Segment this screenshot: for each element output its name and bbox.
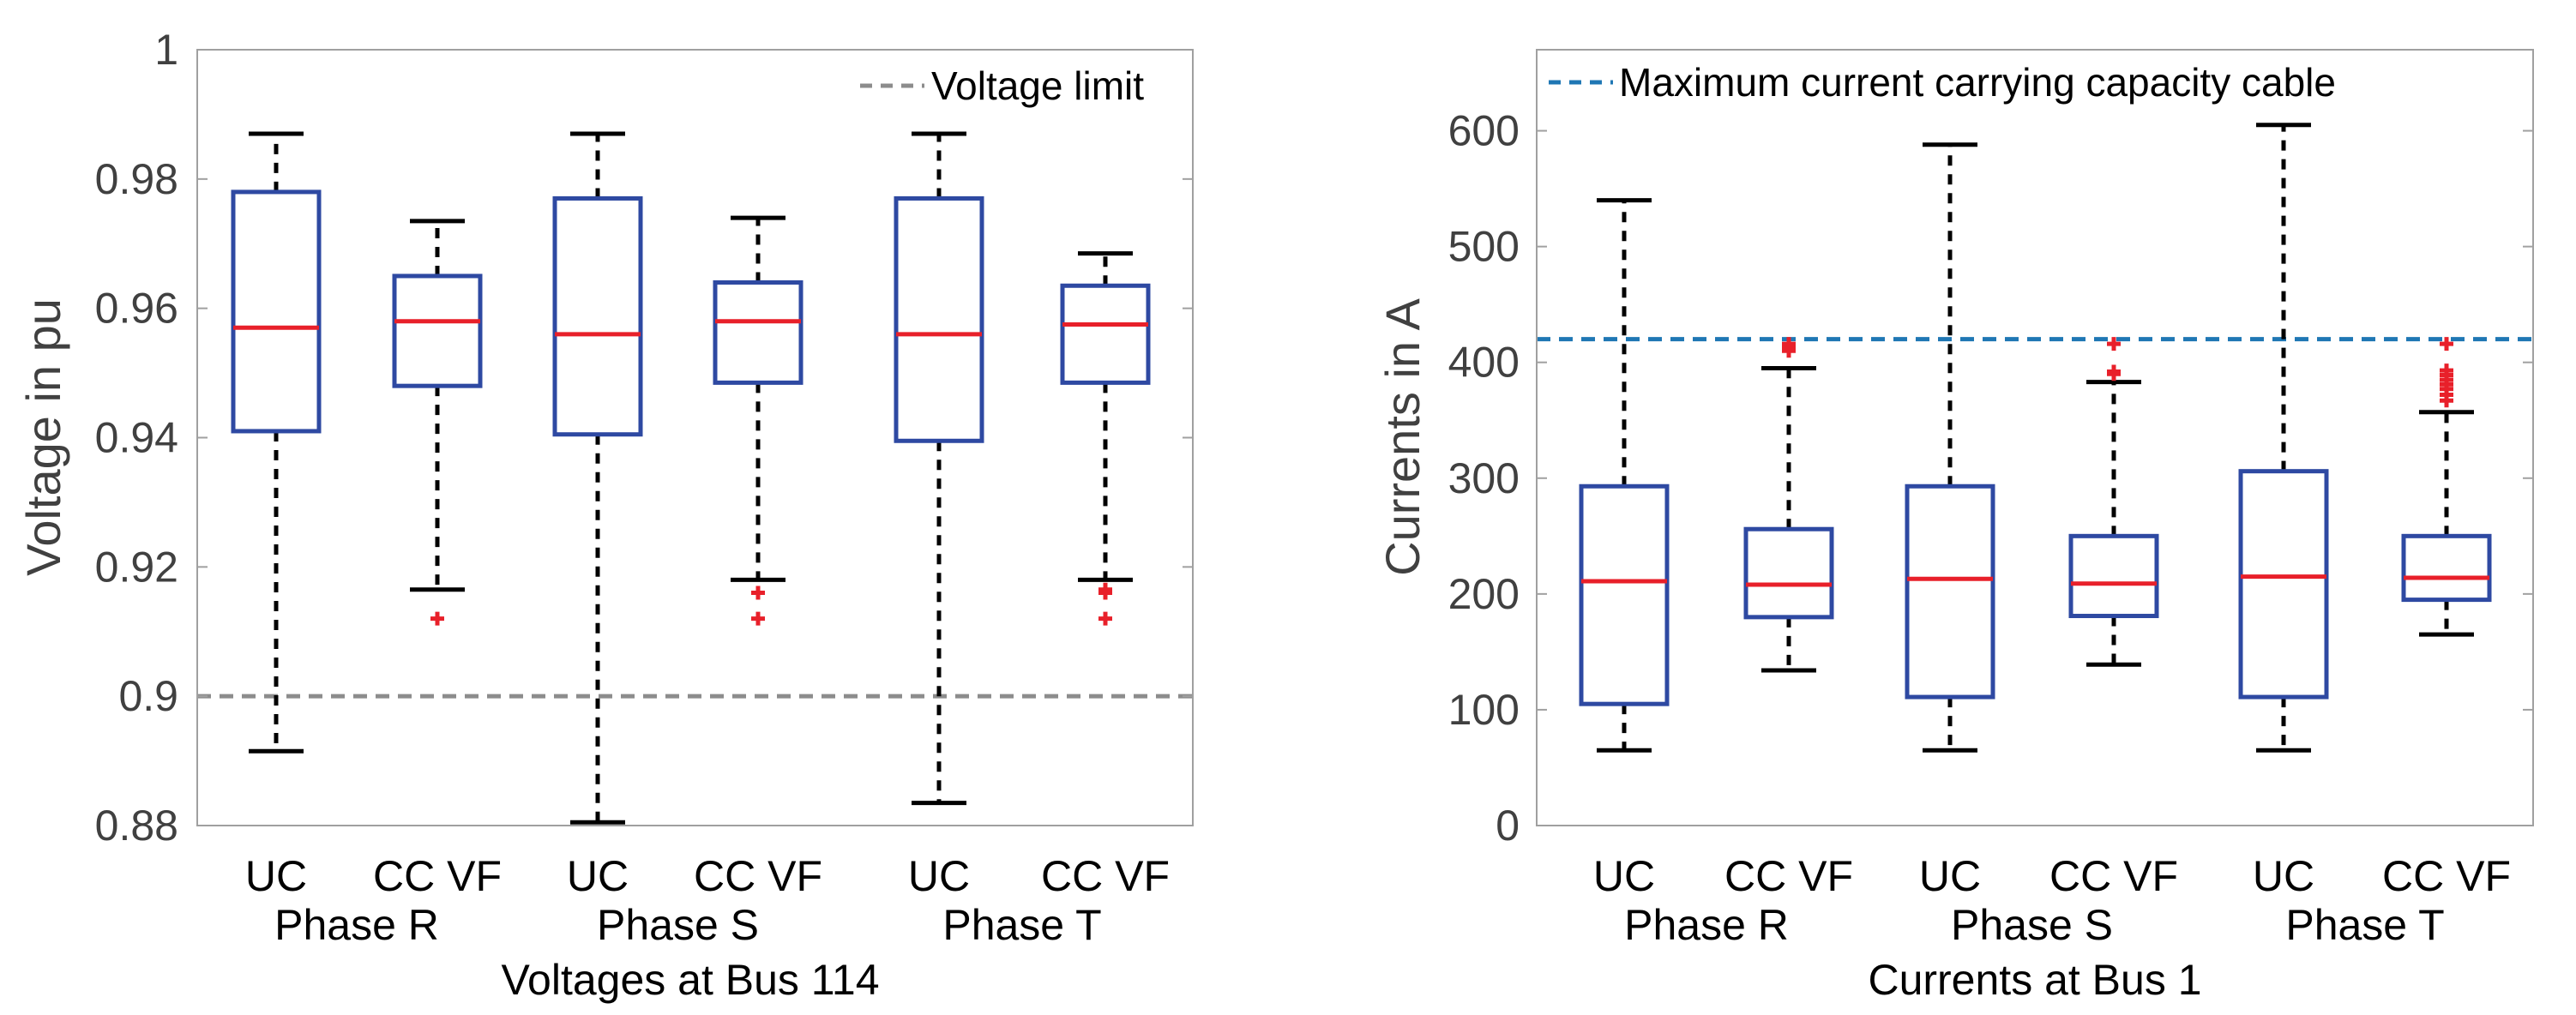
x-group-label: Phase S	[597, 901, 759, 949]
y-tick-label: 0.88	[95, 802, 178, 850]
x-group-label: Phase R	[274, 901, 439, 949]
plot-area-background	[1537, 50, 2533, 826]
box-4	[2068, 337, 2159, 667]
outlier-point	[2440, 337, 2453, 351]
iqr-box	[392, 273, 483, 388]
iqr-box	[2401, 533, 2492, 603]
legend-label: Maximum current carrying capacity cable	[1619, 60, 2336, 105]
current-boxplot-chart: 0 100 200 300 400 500 600 UC CC VF UC CC VF UC CC VF…	[1375, 49, 2534, 1004]
x-group-label: Phase S	[1951, 901, 2113, 949]
iqr-box	[231, 189, 322, 434]
outlier-point	[2107, 337, 2121, 351]
box-1	[1579, 198, 1670, 753]
y-tick-label: 300	[1448, 454, 1520, 502]
y-tick-label: 1	[154, 26, 178, 74]
plot-area-frame	[1536, 49, 2534, 826]
y-axis-title: Voltage in pu	[16, 298, 70, 576]
x-category-label: CC VF	[1041, 852, 1170, 900]
outlier-point	[2440, 363, 2453, 378]
iqr-box	[1060, 283, 1151, 385]
outlier-point	[2107, 364, 2121, 379]
x-group-label: Phase T	[2285, 901, 2444, 949]
box-1	[231, 131, 322, 754]
outlier-point	[1098, 586, 1112, 600]
y-tick-label: 0.96	[95, 285, 178, 333]
y-tick-label: 0.98	[95, 155, 178, 203]
outlier-point	[1782, 337, 1796, 351]
box-5	[894, 131, 984, 806]
iqr-box	[1579, 483, 1670, 706]
box-2	[392, 219, 483, 626]
iqr-box	[894, 195, 984, 443]
iqr-box	[1743, 526, 1834, 620]
iqr-box	[713, 280, 803, 385]
x-category-label: CC VF	[1724, 852, 1853, 900]
box-4	[713, 215, 803, 626]
legend: Maximum current carrying capacity cable	[1549, 60, 2336, 105]
x-category-label: CC VF	[2382, 852, 2511, 900]
y-tick-label: 0	[1496, 802, 1520, 850]
legend: Voltage limit	[860, 63, 1144, 108]
x-group-label: Phase R	[1624, 901, 1789, 949]
y-tick-label: 200	[1448, 570, 1520, 618]
x-group-label: Phase T	[942, 901, 1101, 949]
legend-label: Voltage limit	[931, 63, 1144, 108]
x-category-label: UC	[1593, 852, 1655, 900]
box-6	[2401, 337, 2492, 637]
box-6	[1060, 251, 1151, 626]
box-2	[1743, 337, 1834, 673]
x-axis-title: Voltages at Bus 114	[501, 956, 879, 1004]
y-tick-label: 0.9	[118, 672, 178, 720]
y-tick-label: 100	[1448, 686, 1520, 734]
iqr-box	[1905, 483, 1995, 700]
x-category-label: UC	[1919, 852, 1981, 900]
box-3	[552, 131, 643, 825]
y-tick-label: 600	[1448, 107, 1520, 155]
y-tick-label: 0.94	[95, 414, 178, 462]
x-axis-title: Currents at Bus 1	[1868, 956, 2201, 1004]
voltage-boxplot-chart: 0.88 0.9 0.92 0.94 0.96 0.98 1 UC CC VF UC CC VF UC…	[16, 26, 1194, 1004]
outlier-point	[751, 611, 765, 626]
iqr-box	[2068, 533, 2159, 619]
x-category-label: CC VF	[2049, 852, 2178, 900]
x-category-label: UC	[567, 852, 629, 900]
x-category-label: UC	[908, 852, 970, 900]
x-category-label: CC VF	[373, 852, 502, 900]
iqr-box	[552, 195, 643, 437]
box-3	[1905, 142, 1995, 753]
y-tick-label: 0.92	[95, 543, 178, 591]
x-category-label: CC VF	[694, 852, 822, 900]
iqr-box	[2238, 469, 2329, 700]
outlier-point	[751, 586, 765, 600]
y-tick-label: 500	[1448, 223, 1520, 271]
outlier-point	[1098, 611, 1112, 626]
x-category-label: UC	[245, 852, 307, 900]
x-category-label: UC	[2253, 852, 2314, 900]
box-5	[2238, 123, 2329, 753]
plot-area-background	[197, 50, 1193, 826]
outlier-point	[430, 611, 444, 626]
y-tick-label: 400	[1448, 339, 1520, 387]
y-axis-title: Currents in A	[1375, 298, 1429, 576]
